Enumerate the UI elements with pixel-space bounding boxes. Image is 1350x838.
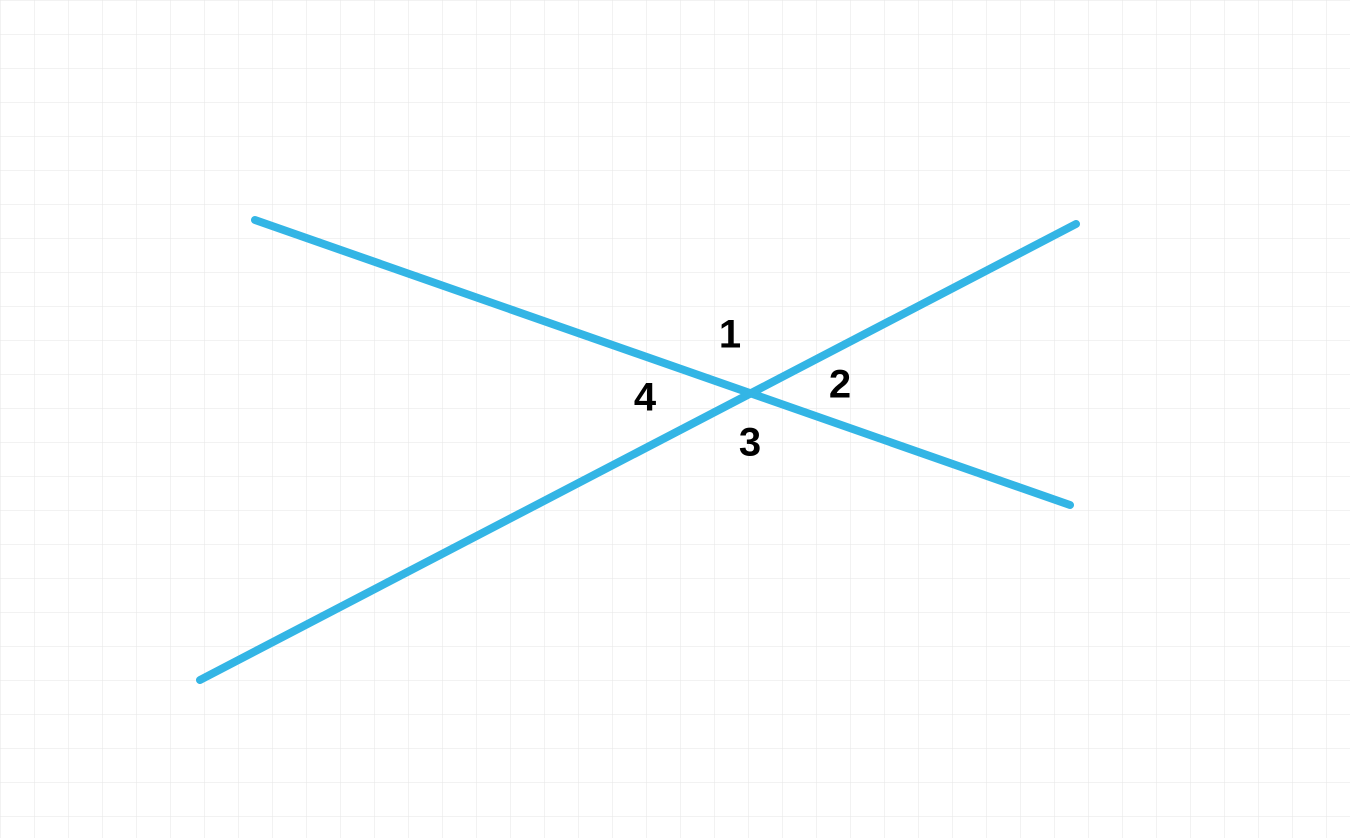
angle-label-4: 4 <box>634 376 656 421</box>
angle-label-3: 3 <box>739 421 761 466</box>
line-b <box>200 224 1076 680</box>
lines-layer <box>0 0 1350 838</box>
line-a <box>255 220 1070 505</box>
angle-label-2: 2 <box>829 363 851 408</box>
diagram-canvas: 1 2 3 4 <box>0 0 1350 838</box>
angle-label-1: 1 <box>719 313 741 358</box>
